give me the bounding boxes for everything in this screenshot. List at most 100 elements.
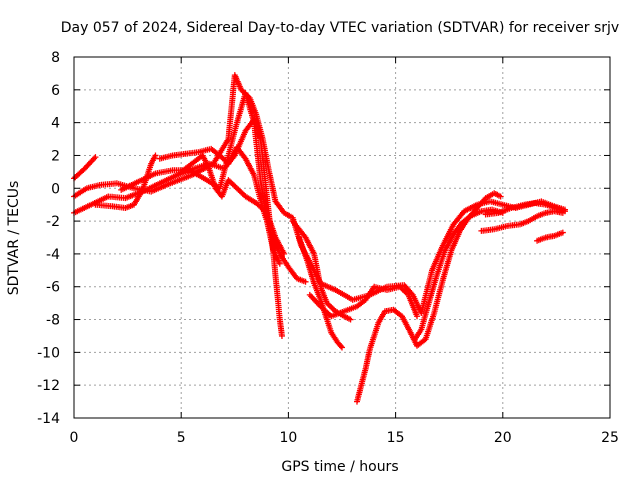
y-tick-labels: -14 -12 -10 -8 -6 -4 -2 0 2 4 6 8 bbox=[37, 50, 60, 427]
data-point-marks bbox=[270, 247, 282, 266]
x-tick-label: 5 bbox=[177, 430, 186, 446]
y-tick-label: -6 bbox=[46, 280, 60, 296]
data-series bbox=[118, 90, 283, 267]
grid-lines bbox=[74, 57, 610, 418]
y-tick-label: -8 bbox=[46, 313, 60, 329]
data-point-mark bbox=[414, 313, 421, 320]
data-point-marks bbox=[324, 300, 338, 313]
data-series bbox=[411, 206, 506, 343]
data-point-marks bbox=[375, 310, 387, 326]
data-point-marks bbox=[311, 280, 323, 301]
data-point-marks bbox=[371, 321, 381, 339]
data-point-marks bbox=[491, 190, 502, 199]
data-point-marks bbox=[439, 223, 456, 249]
data-point-marks bbox=[302, 234, 317, 256]
y-tick-label: 8 bbox=[51, 50, 60, 66]
data-point-marks bbox=[118, 179, 140, 193]
data-point-marks bbox=[131, 188, 145, 208]
data-point-marks bbox=[195, 146, 213, 156]
data-point-marks bbox=[251, 119, 264, 182]
data-point-marks bbox=[199, 152, 212, 170]
data-point-marks bbox=[418, 305, 431, 333]
data-point-marks bbox=[433, 249, 448, 280]
data-point-marks bbox=[362, 285, 377, 303]
data-point-marks bbox=[431, 279, 446, 316]
data-point-marks bbox=[289, 218, 308, 239]
data-point-marks bbox=[270, 250, 283, 321]
data-point-marks bbox=[390, 306, 404, 319]
data-point-marks bbox=[167, 172, 194, 187]
y-tick-label: -2 bbox=[46, 214, 60, 230]
data-series bbox=[92, 152, 159, 211]
data-point-marks bbox=[459, 214, 473, 226]
data-point-marks bbox=[253, 111, 266, 141]
data-point-marks bbox=[324, 316, 334, 334]
data-point-marks bbox=[148, 154, 158, 167]
data-point-marks bbox=[253, 200, 269, 215]
data-point-marks bbox=[474, 196, 488, 211]
data-point-mark bbox=[339, 344, 345, 351]
x-tick-label: 10 bbox=[279, 430, 297, 446]
data-point-marks bbox=[478, 226, 496, 234]
data-point-marks bbox=[251, 172, 266, 209]
data-point-marks bbox=[341, 313, 352, 322]
data-point-marks bbox=[81, 155, 98, 172]
data-point-marks bbox=[328, 329, 340, 344]
data-point-mark bbox=[281, 250, 288, 257]
data-point-marks bbox=[225, 177, 239, 190]
data-point-marks bbox=[135, 171, 157, 185]
data-point-marks bbox=[396, 283, 410, 297]
data-point-marks bbox=[362, 347, 373, 372]
y-tick-label: -10 bbox=[37, 345, 60, 361]
data-point-marks bbox=[525, 214, 539, 225]
data-point-marks bbox=[399, 313, 413, 334]
data-point-marks bbox=[341, 304, 359, 315]
data-point-marks bbox=[429, 244, 445, 274]
data-point-marks bbox=[83, 182, 101, 192]
data-point-marks bbox=[366, 334, 377, 353]
data-point-marks bbox=[405, 291, 420, 318]
data-series bbox=[306, 283, 421, 320]
data-point-marks bbox=[272, 234, 287, 256]
plot-area bbox=[71, 72, 568, 405]
data-point-mark bbox=[276, 260, 283, 267]
y-tick-label: -12 bbox=[37, 378, 60, 394]
data-point-marks bbox=[206, 165, 218, 190]
data-point-marks bbox=[358, 367, 369, 389]
data-point-marks bbox=[414, 337, 428, 349]
y-tick-label: -14 bbox=[37, 411, 60, 427]
data-point-marks bbox=[551, 230, 565, 239]
data-point-marks bbox=[88, 194, 110, 208]
plot-frame bbox=[73, 56, 611, 419]
data-point-marks bbox=[182, 149, 200, 157]
y-tick-label: 6 bbox=[51, 83, 60, 99]
x-tick-label: 25 bbox=[601, 430, 619, 446]
data-point-marks bbox=[448, 229, 463, 254]
data-point-mark bbox=[302, 278, 309, 285]
data-point-marks bbox=[242, 193, 258, 206]
x-tick-label: 0 bbox=[70, 430, 79, 446]
chart-title: Day 057 of 2024, Sidereal Day-to-day VTE… bbox=[61, 20, 619, 36]
data-series bbox=[534, 229, 566, 244]
data-point-marks bbox=[272, 198, 286, 215]
y-tick-label: 2 bbox=[51, 148, 60, 164]
y-axis-label: SDTVAR / TECUs bbox=[6, 181, 22, 296]
data-series bbox=[289, 218, 354, 323]
data-point-marks bbox=[92, 201, 114, 210]
data-point-marks bbox=[534, 235, 547, 244]
data-point-marks bbox=[441, 232, 456, 254]
data-point-marks bbox=[225, 121, 240, 159]
data-point-marks bbox=[242, 155, 257, 177]
data-point-marks bbox=[281, 209, 294, 220]
data-point-marks bbox=[304, 259, 317, 285]
data-point-marks bbox=[152, 167, 174, 177]
data-point-marks bbox=[354, 297, 368, 310]
data-point-marks bbox=[285, 264, 299, 281]
data-point-marks bbox=[354, 384, 364, 405]
data-point-marks bbox=[294, 275, 307, 285]
data-point-marks bbox=[225, 145, 240, 167]
data-point-marks bbox=[233, 185, 248, 199]
data-point-marks bbox=[482, 191, 496, 202]
y-tick-label: 4 bbox=[51, 116, 60, 132]
